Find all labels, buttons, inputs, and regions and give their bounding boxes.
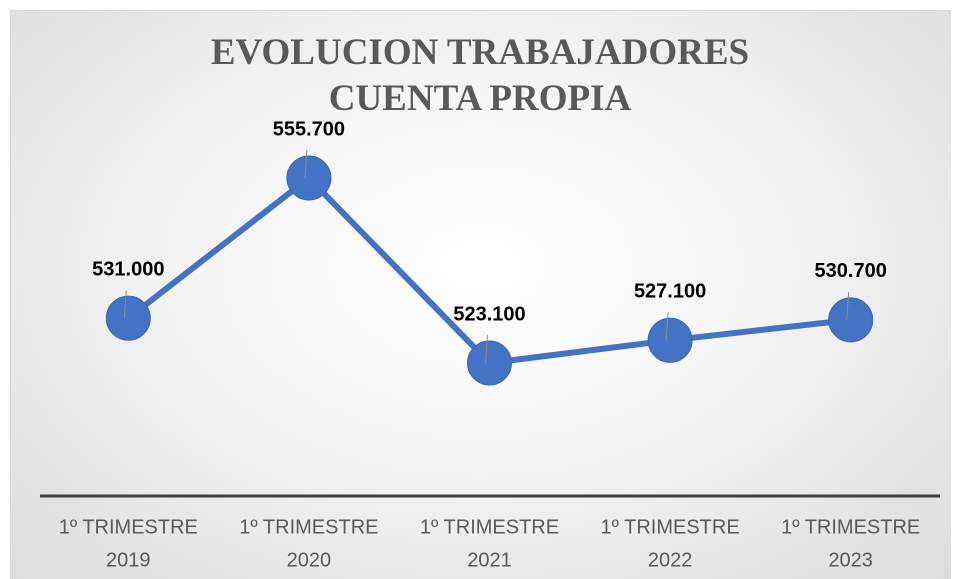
marker [647, 317, 693, 363]
marker [828, 297, 874, 343]
x-tick-label: 2022 [648, 549, 693, 571]
leader-line [665, 312, 669, 341]
leader-line [485, 334, 488, 364]
chart-title: EVOLUCION TRABAJADORES CUENTA PROPIA [210, 32, 750, 119]
data-label: 531.000 [92, 258, 164, 280]
marker [105, 295, 151, 341]
x-tick-label: 1º TRIMESTRE [601, 516, 740, 538]
x-tick-label: 2021 [467, 549, 512, 571]
x-tick-label: 2020 [287, 549, 332, 571]
marker [286, 155, 332, 201]
leader-line [304, 149, 308, 179]
data-label: 523.100 [453, 303, 525, 325]
x-tick-label: 1º TRIMESTRE [781, 516, 920, 538]
x-tick-label: 1º TRIMESTRE [239, 516, 378, 538]
line [126, 173, 852, 367]
data-label: 527.100 [634, 281, 706, 303]
x-tick-label: 2023 [828, 549, 873, 571]
chart-area [10, 10, 951, 579]
leader-line [846, 291, 850, 320]
x-tick-label: 2019 [106, 549, 151, 571]
data-label: 555.700 [273, 118, 345, 140]
x-tick-label: 1º TRIMESTRE [420, 516, 559, 538]
x-tick-label: 1º TRIMESTRE [59, 516, 198, 538]
data-label: 530.700 [815, 260, 887, 282]
marker [467, 340, 512, 386]
leader-line [123, 290, 127, 319]
